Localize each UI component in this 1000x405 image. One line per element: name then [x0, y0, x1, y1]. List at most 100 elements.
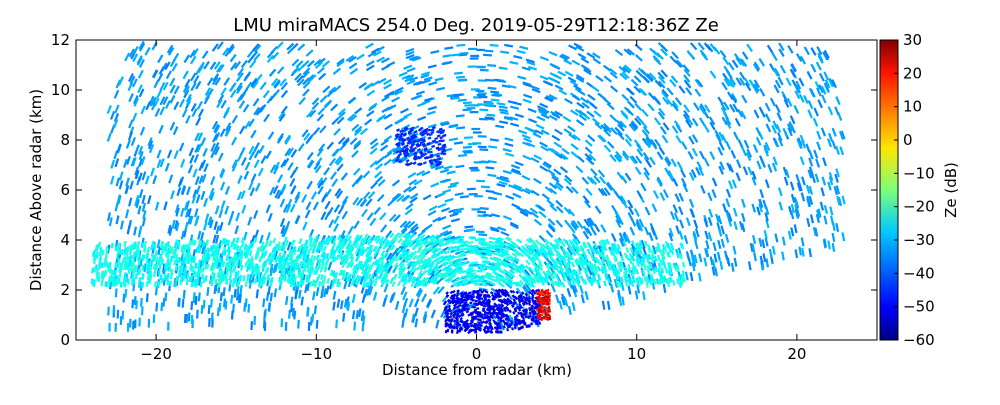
ze-cell	[283, 261, 287, 268]
ze-cell	[263, 322, 267, 331]
ze-cell	[500, 252, 507, 257]
ze-cell	[315, 319, 319, 329]
ze-cell	[632, 277, 636, 284]
ze-cell	[644, 240, 648, 247]
ze-cell	[712, 242, 717, 252]
ze-cell	[309, 260, 313, 267]
ze-cell	[699, 103, 707, 112]
ze-cell	[157, 281, 161, 288]
ze-cell	[597, 274, 602, 281]
ze-cell	[109, 110, 116, 120]
ze-cell	[251, 266, 255, 273]
ze-cell	[541, 193, 551, 201]
ze-cell	[687, 150, 694, 160]
ze-cell	[367, 264, 373, 271]
ze-cell	[670, 75, 679, 84]
ze-cell	[258, 256, 263, 263]
ze-cell	[752, 234, 757, 245]
ze-cell	[457, 282, 464, 287]
ze-cell	[414, 148, 424, 155]
ze-cell	[520, 325, 523, 330]
ze-cell	[798, 246, 803, 256]
ze-cell	[704, 104, 711, 113]
ze-cell	[110, 175, 115, 185]
ze-cell	[405, 74, 415, 80]
ze-cell	[600, 258, 605, 265]
ze-cell	[449, 311, 454, 316]
ze-cell	[156, 267, 160, 277]
ze-cell	[415, 287, 422, 297]
ze-cell	[106, 105, 112, 115]
ze-cell	[455, 277, 462, 282]
ze-cell	[521, 66, 531, 71]
ze-cell	[602, 64, 612, 72]
ze-cell	[835, 222, 840, 233]
ze-cell	[321, 60, 330, 68]
ze-cell	[467, 65, 477, 68]
ze-cell	[515, 287, 523, 296]
ze-cell	[347, 240, 353, 247]
ze-cell	[392, 236, 398, 243]
ze-cell	[729, 103, 736, 113]
ze-cell	[349, 261, 355, 268]
ze-cell	[93, 254, 97, 261]
ze-cell	[131, 157, 137, 167]
ze-cell	[316, 177, 324, 186]
ze-cell	[386, 147, 396, 155]
ze-cell	[352, 269, 357, 276]
ze-cell	[512, 298, 516, 302]
ze-cell	[732, 103, 739, 113]
ze-cell	[138, 317, 141, 327]
ze-cell	[571, 280, 576, 287]
ze-cell	[549, 241, 555, 248]
ze-cell	[823, 204, 828, 215]
ze-cell	[337, 281, 342, 288]
ze-cell	[758, 203, 763, 213]
ze-cell	[331, 278, 335, 285]
ze-cell	[616, 281, 620, 288]
ze-cell	[530, 157, 540, 164]
ze-cell	[206, 287, 210, 297]
ze-cell	[824, 79, 831, 89]
ze-cell	[322, 245, 327, 252]
ze-cell	[592, 270, 597, 277]
ze-cell	[790, 193, 796, 203]
ze-cell	[451, 53, 461, 57]
ze-cell	[405, 50, 415, 56]
ze-cell	[764, 205, 770, 216]
ze-cell	[174, 204, 180, 214]
ze-cell	[587, 266, 593, 276]
ze-cell	[535, 322, 539, 326]
ze-cell	[545, 264, 551, 270]
ze-cell	[518, 326, 522, 331]
ze-cell	[452, 210, 462, 215]
ze-cell	[703, 218, 709, 228]
ze-cell	[462, 101, 472, 105]
ze-cell	[297, 271, 302, 278]
ze-cell	[280, 81, 288, 91]
ze-cell	[753, 109, 760, 119]
ze-cell	[684, 271, 689, 281]
ze-cell	[597, 92, 606, 100]
ze-cell	[590, 227, 597, 236]
ze-cell	[583, 68, 592, 76]
ze-cell	[652, 95, 661, 104]
ze-cell	[219, 168, 225, 178]
ze-cell	[473, 249, 480, 252]
ze-cell	[751, 170, 757, 180]
ze-cell	[742, 166, 749, 176]
ze-cell	[478, 275, 485, 279]
ze-cell	[170, 190, 175, 200]
ze-cell	[551, 175, 560, 183]
ze-cell	[513, 183, 523, 190]
ze-cell	[539, 102, 549, 109]
ze-cell	[400, 107, 409, 114]
ze-cell	[375, 236, 381, 243]
ze-cell	[635, 69, 644, 78]
ze-cell	[520, 267, 526, 274]
ze-cell	[133, 97, 139, 107]
ze-cell	[484, 101, 494, 105]
ze-cell	[573, 42, 583, 49]
ze-cell	[831, 127, 837, 137]
ze-cell	[474, 195, 483, 198]
